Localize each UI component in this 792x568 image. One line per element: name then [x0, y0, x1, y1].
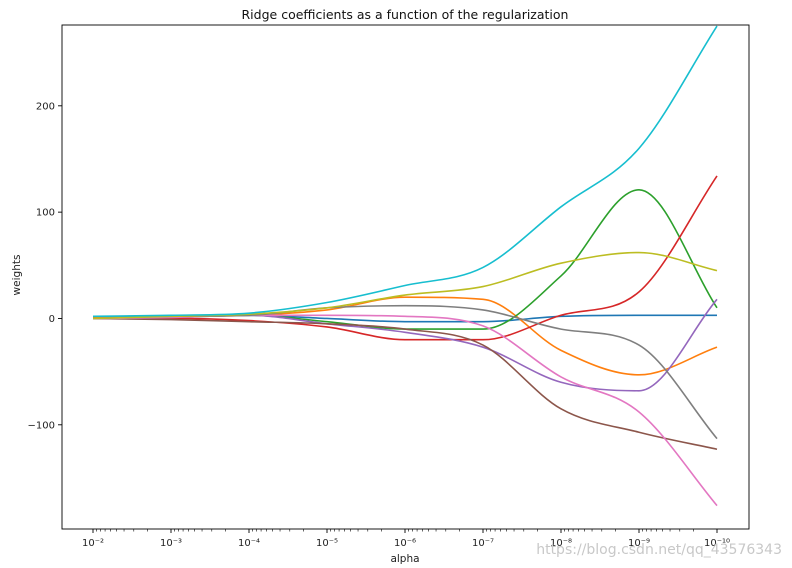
x-tick-label: 10⁻⁶ — [394, 538, 416, 549]
x-axis-label: alpha — [390, 553, 419, 565]
x-tick-label: 10⁻⁷ — [472, 538, 494, 549]
series-line-2 — [92, 296, 718, 376]
series-line-4 — [93, 175, 718, 341]
x-axis-ticks: 10⁻² 10⁻³ 10⁻⁴ 10⁻⁵ 10⁻⁶ 10⁻⁷ 10⁻⁸ 10⁻⁹ 10⁻¹⁰ — [82, 529, 730, 549]
series-line-5 — [92, 298, 718, 392]
series-lines — [92, 25, 718, 507]
series-line-10 — [92, 25, 718, 318]
x-tick-label: 10⁻⁸ — [550, 538, 572, 549]
x-tick-label: 10⁻³ — [160, 538, 182, 549]
x-tick-label: 10⁻⁹ — [628, 538, 650, 549]
y-tick-label: 0 — [49, 314, 55, 325]
x-tick-label: 10⁻¹⁰ — [704, 538, 730, 549]
watermark-text: https://blog.csdn.net/qq_43576343 — [536, 542, 782, 558]
plot-area: 10⁻² 10⁻³ 10⁻⁴ 10⁻⁵ 10⁻⁶ 10⁻⁷ 10⁻⁸ 10⁻⁹ 10⁻¹⁰ 200… — [28, 24, 750, 549]
axes-frame — [61, 24, 750, 530]
series-line-7 — [92, 314, 718, 507]
series-line-3 — [92, 189, 718, 330]
series-line-8 — [92, 304, 718, 440]
y-axis-ticks: 200 100 0 −100 — [28, 101, 62, 431]
x-tick-label: 10⁻⁵ — [316, 538, 338, 549]
x-tick-label: 10⁻⁴ — [238, 538, 260, 549]
y-tick-label: 100 — [36, 208, 55, 219]
y-axis-label: weights — [11, 255, 23, 296]
y-tick-label: 200 — [36, 101, 55, 112]
chart-title: Ridge coefficients as a function of the … — [242, 7, 569, 22]
series-line-6 — [92, 317, 718, 451]
y-tick-label: −100 — [28, 420, 55, 431]
x-tick-label: 10⁻² — [82, 538, 104, 549]
series-line-9 — [92, 251, 718, 320]
